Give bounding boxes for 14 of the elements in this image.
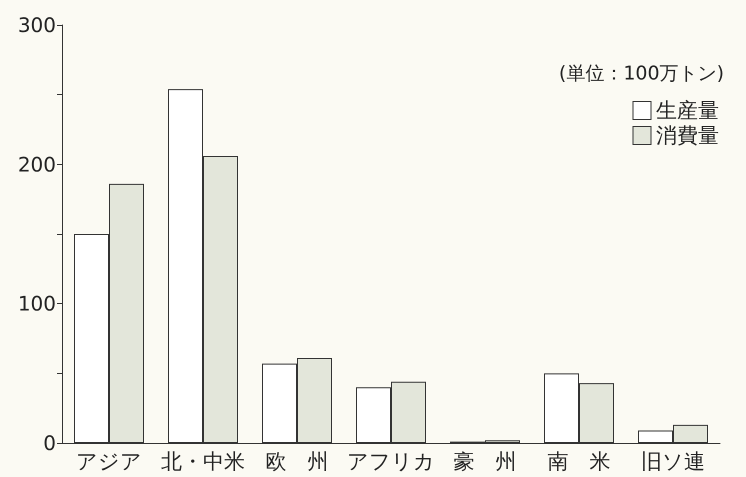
x-tick-label: 欧 州 (266, 450, 328, 474)
y-tick-label: 300 (18, 13, 56, 37)
y-tick-label: 200 (18, 152, 56, 176)
y-tick-label: 0 (43, 431, 56, 455)
x-tick-label: 北・中米 (161, 450, 245, 474)
x-tick-label: 南 米 (548, 450, 610, 474)
legend-label: 消費量 (656, 124, 719, 148)
x-tick-label: 豪 州 (454, 450, 516, 474)
legend-label: 生産量 (656, 98, 719, 122)
y-axis-title: (単位：100万トン) (558, 62, 724, 84)
y-tick-label: 100 (18, 292, 56, 316)
x-tick-label: 旧ソ連 (641, 450, 705, 474)
x-tick-label: アフリカ (347, 450, 435, 474)
x-tick-label: アジア (76, 450, 142, 474)
